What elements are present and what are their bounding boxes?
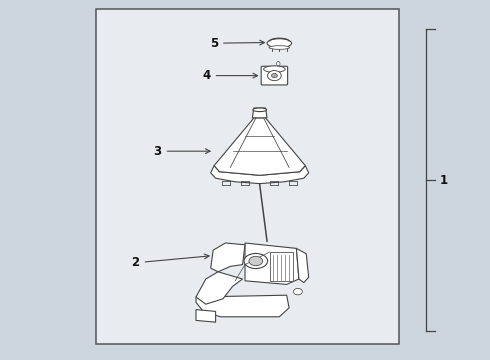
Polygon shape — [245, 243, 299, 284]
Text: 2: 2 — [131, 254, 209, 269]
FancyBboxPatch shape — [261, 66, 288, 85]
Polygon shape — [196, 295, 289, 317]
Bar — [270, 252, 293, 281]
Text: 1: 1 — [440, 174, 448, 186]
Ellipse shape — [249, 256, 263, 266]
Ellipse shape — [269, 46, 290, 49]
Ellipse shape — [264, 66, 285, 72]
Text: 5: 5 — [210, 37, 265, 50]
Polygon shape — [211, 243, 245, 272]
Ellipse shape — [268, 71, 281, 81]
Polygon shape — [296, 248, 309, 283]
Polygon shape — [252, 108, 267, 118]
Polygon shape — [211, 166, 309, 184]
Ellipse shape — [267, 39, 292, 48]
Polygon shape — [196, 272, 243, 304]
Text: 3: 3 — [153, 145, 210, 158]
Polygon shape — [196, 310, 216, 322]
Ellipse shape — [271, 73, 277, 78]
Ellipse shape — [253, 108, 267, 112]
Ellipse shape — [277, 62, 280, 66]
Ellipse shape — [294, 288, 302, 295]
Ellipse shape — [244, 253, 268, 269]
Text: 4: 4 — [202, 69, 258, 82]
Bar — [96, 9, 399, 344]
Polygon shape — [214, 118, 305, 175]
